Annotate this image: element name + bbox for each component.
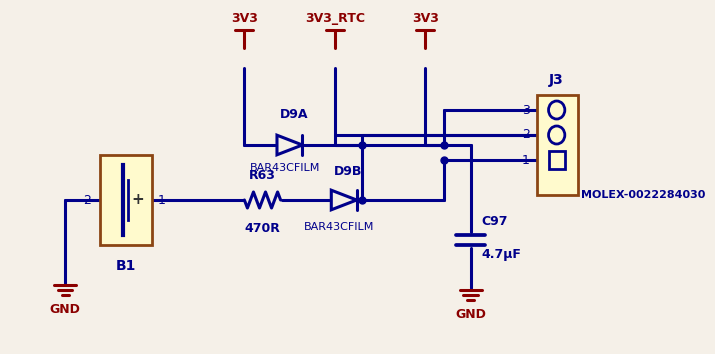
Bar bbox=[537, 95, 578, 195]
Bar bbox=[99, 155, 152, 245]
Text: BAR43CFILM: BAR43CFILM bbox=[305, 222, 375, 232]
Text: 4.7μF: 4.7μF bbox=[482, 248, 521, 261]
Text: 1: 1 bbox=[522, 154, 530, 166]
Text: 3V3: 3V3 bbox=[412, 12, 439, 25]
Text: MOLEX-0022284030: MOLEX-0022284030 bbox=[581, 190, 706, 200]
Text: 470R: 470R bbox=[245, 222, 280, 235]
Bar bbox=[548, 151, 565, 169]
Text: BAR43CFILM: BAR43CFILM bbox=[250, 163, 320, 173]
Text: GND: GND bbox=[455, 308, 486, 321]
Text: 3V3_RTC: 3V3_RTC bbox=[305, 12, 365, 25]
Text: J3: J3 bbox=[549, 73, 564, 87]
Text: D9B: D9B bbox=[335, 165, 363, 178]
Text: +: + bbox=[131, 193, 144, 207]
Text: B1: B1 bbox=[116, 259, 136, 273]
Text: 3: 3 bbox=[522, 103, 530, 116]
Text: GND: GND bbox=[50, 303, 81, 316]
Text: R63: R63 bbox=[249, 169, 276, 182]
Text: C97: C97 bbox=[482, 215, 508, 228]
Text: 3V3: 3V3 bbox=[231, 12, 258, 25]
Text: D9A: D9A bbox=[280, 108, 308, 121]
Text: 1: 1 bbox=[157, 194, 165, 206]
Text: 2: 2 bbox=[83, 194, 91, 206]
Text: 2: 2 bbox=[522, 129, 530, 142]
